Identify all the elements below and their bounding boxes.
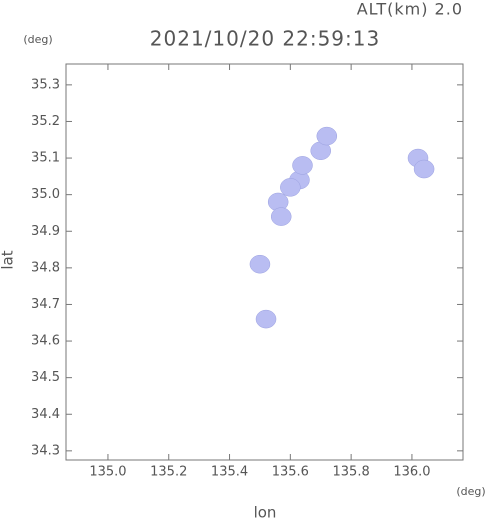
y-tick-label: 34.6 [31, 334, 60, 349]
x-unit: (deg) [456, 485, 485, 498]
chart-title: 2021/10/20 22:59:13 [150, 27, 380, 51]
y-tick-label: 35.0 [31, 187, 60, 202]
echo [255, 309, 277, 329]
x-tick-label: 135.0 [89, 465, 126, 480]
x-tick-label: 135.8 [333, 465, 370, 480]
echo [413, 159, 435, 179]
y-axis-label: lat [0, 250, 17, 269]
y-tick-label: 34.9 [31, 224, 60, 239]
y-tick-label: 34.7 [31, 297, 60, 312]
altitude: ALT(km) 2.0 [357, 0, 463, 19]
x-tick-label: 135.6 [272, 465, 309, 480]
y-tick-label: 34.4 [31, 407, 60, 422]
y-tick-label: 34.5 [31, 370, 60, 385]
y-tick-label: 34.8 [31, 260, 60, 275]
y-unit: (deg) [23, 33, 52, 46]
echo [316, 126, 338, 146]
y-tick-label: 35.3 [31, 77, 60, 92]
echo [292, 156, 313, 175]
echo [270, 207, 292, 226]
x-tick-label: 135.4 [211, 465, 248, 480]
y-tick-label: 34.3 [31, 443, 60, 458]
echo [249, 254, 271, 274]
x-tick-label: 135.2 [150, 465, 187, 480]
echo [280, 178, 301, 197]
x-axis-label: lon [254, 504, 277, 521]
x-tick-label: 136.0 [393, 465, 430, 480]
plot-frame [65, 63, 464, 461]
y-tick-label: 35.2 [31, 114, 60, 129]
y-tick-label: 35.1 [31, 151, 60, 166]
